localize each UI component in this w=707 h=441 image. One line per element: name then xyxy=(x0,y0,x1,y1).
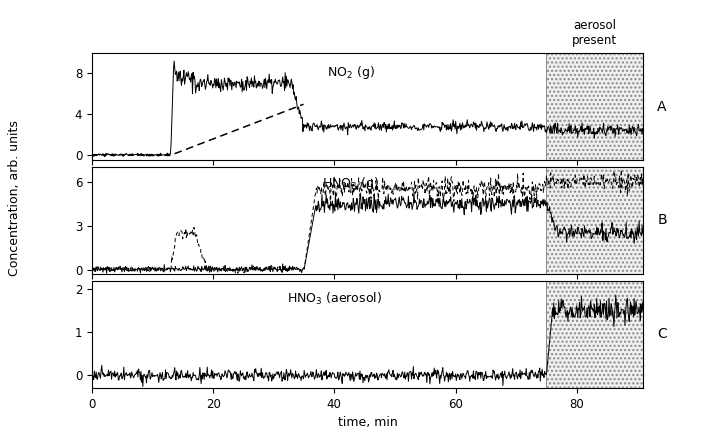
Text: HNO$_3$ (g): HNO$_3$ (g) xyxy=(322,176,380,192)
Text: C: C xyxy=(658,327,667,341)
Text: aerosol
present: aerosol present xyxy=(573,19,617,47)
Text: A: A xyxy=(658,100,667,114)
Text: B: B xyxy=(658,213,667,228)
Bar xyxy=(547,167,643,274)
Bar xyxy=(547,280,643,388)
X-axis label: time, min: time, min xyxy=(338,416,397,430)
Text: Concentration, arb. units: Concentration, arb. units xyxy=(8,120,21,277)
Text: NO$_2$ (g): NO$_2$ (g) xyxy=(327,64,375,81)
Bar xyxy=(547,53,643,161)
Text: HNO$_3$ (aerosol): HNO$_3$ (aerosol) xyxy=(287,292,382,307)
